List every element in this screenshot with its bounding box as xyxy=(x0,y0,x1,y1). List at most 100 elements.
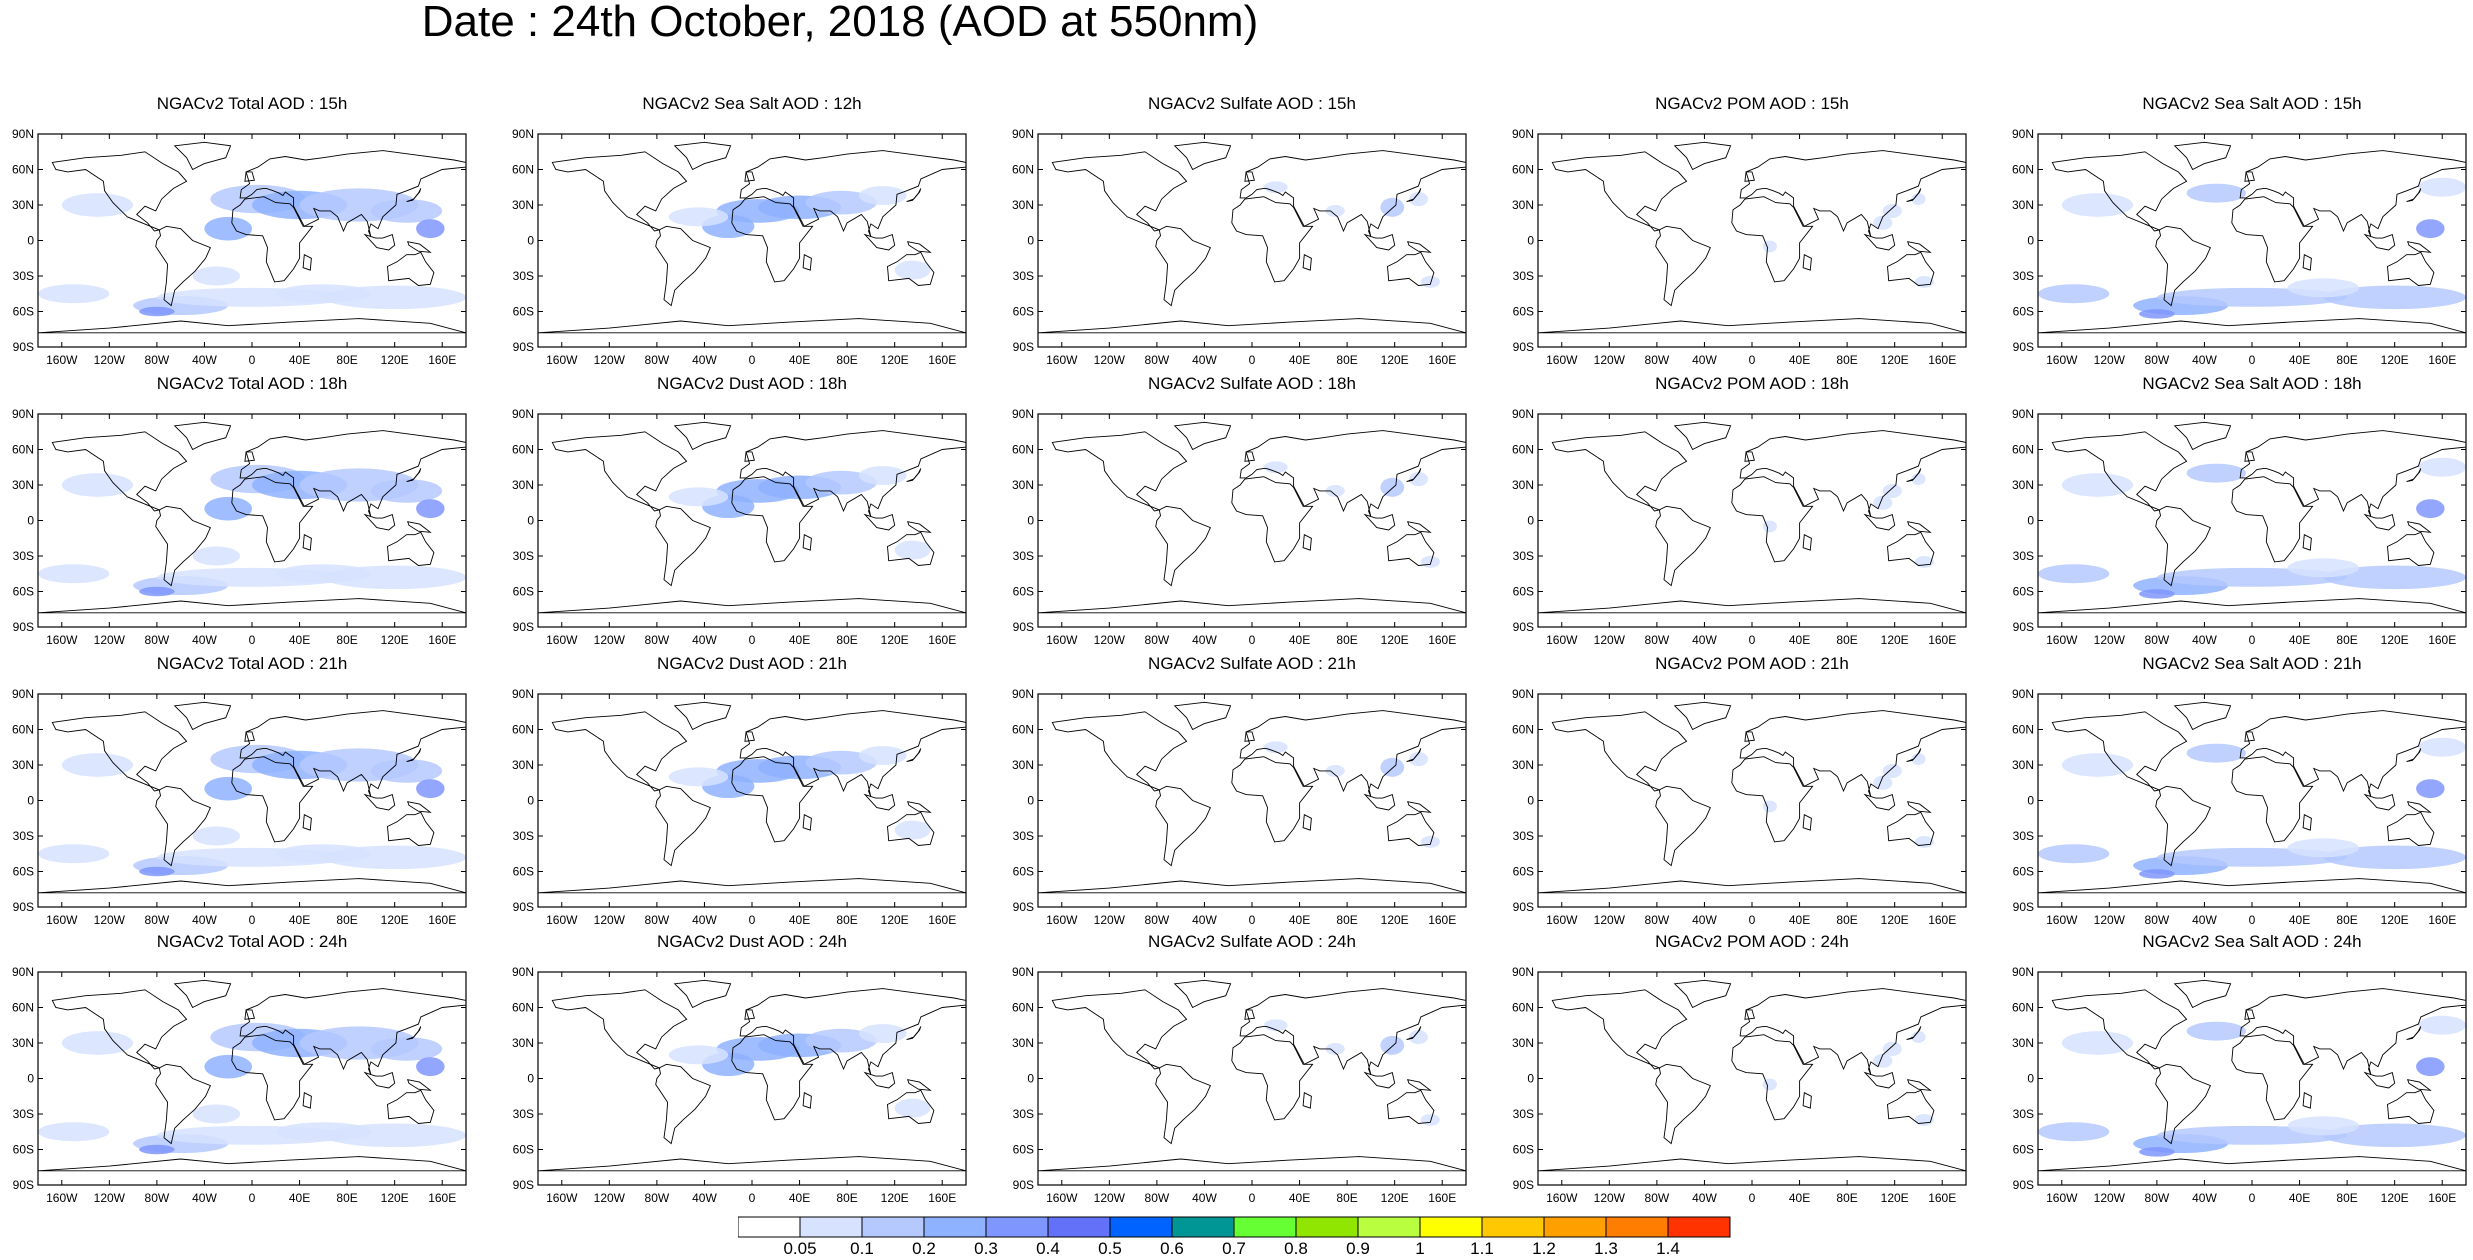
lat-tick-label: 0 xyxy=(1527,514,1534,528)
world-map: 90N 60N 30N 0 30S 60S 90S 160W 120W 80W 40W 0 40E 80E… xyxy=(1512,687,1967,927)
lat-tick-label: 30N xyxy=(1012,198,1034,212)
lon-tick-label: 0 xyxy=(2249,1191,2256,1205)
coastline xyxy=(1173,979,1232,1009)
lon-tick-label: 120E xyxy=(881,913,909,927)
coastline xyxy=(387,811,435,846)
coastline xyxy=(1551,711,1688,792)
aod-plume xyxy=(1873,215,1893,230)
lat-tick-label: 30N xyxy=(12,1036,34,1050)
coastline xyxy=(731,196,814,283)
panel-title: NGACv2 Total AOD : 18h xyxy=(156,374,348,393)
lat-tick-label: 90N xyxy=(1012,687,1034,701)
lon-tick-label: 160W xyxy=(2046,633,2078,647)
map-panel: NGACv2 Dust AOD : 18h 90N 60N 30N 0 30S 60S 90S… xyxy=(500,372,1000,647)
lat-tick-label: 0 xyxy=(527,794,534,808)
lat-tick-label: 90S xyxy=(13,900,34,914)
lon-tick-label: 40E xyxy=(789,353,810,367)
coastline xyxy=(906,748,922,762)
lat-tick-label: 60S xyxy=(1013,305,1034,319)
map-panel: NGACv2 Sea Salt AOD : 15h 90N 60N 30N 0 30S 60… xyxy=(2000,92,2473,367)
lat-tick-label: 90S xyxy=(13,340,34,354)
lon-tick-label: 0 xyxy=(249,913,256,927)
coastline xyxy=(1744,451,1755,462)
coastline xyxy=(1155,1063,1212,1145)
coastline xyxy=(907,1079,932,1091)
lat-tick-label: 0 xyxy=(2027,234,2034,248)
lon-tick-label: 160E xyxy=(2428,913,2456,927)
lat-tick-label: 60S xyxy=(2013,1143,2034,1157)
lon-tick-label: 120E xyxy=(1881,353,1909,367)
lon-tick-label: 0 xyxy=(249,353,256,367)
lat-tick-label: 60N xyxy=(1512,723,1534,737)
lon-tick-label: 80E xyxy=(2336,353,2357,367)
lat-tick-label: 60S xyxy=(13,1143,34,1157)
lat-tick-label: 30S xyxy=(513,1107,534,1121)
aod-plume xyxy=(1882,203,1902,219)
lon-tick-label: 0 xyxy=(2249,633,2256,647)
coastline xyxy=(1744,171,1755,182)
coastline xyxy=(1155,505,1212,587)
lon-tick-label: 0 xyxy=(1749,353,1756,367)
coastline xyxy=(863,233,896,251)
map-panel: NGACv2 Sulfate AOD : 21h 90N 60N 30N 0 30S 60S… xyxy=(1000,652,1500,927)
lat-tick-label: 90N xyxy=(512,127,534,141)
lat-tick-label: 60S xyxy=(513,865,534,879)
lat-tick-label: 30S xyxy=(1013,269,1034,283)
aod-plume xyxy=(2139,309,2175,319)
coastline xyxy=(1906,1026,1922,1040)
aod-plume xyxy=(1263,181,1288,194)
lon-tick-label: 160E xyxy=(1428,353,1456,367)
panel-title: NGACv2 POM AOD : 21h xyxy=(1655,654,1849,673)
coastline xyxy=(2387,811,2435,846)
lat-tick-label: 0 xyxy=(27,1072,34,1086)
lon-tick-label: 40W xyxy=(192,633,217,647)
lon-tick-label: 0 xyxy=(1249,633,1256,647)
map-panel: NGACv2 Total AOD : 15h 90N 60N 30N 0 30S 60S 90… xyxy=(0,92,500,367)
lon-tick-label: 0 xyxy=(1249,1191,1256,1205)
coastline xyxy=(1906,748,1922,762)
colorbar-label: 1 xyxy=(1415,1239,1424,1256)
lon-tick-label: 120W xyxy=(1594,913,1626,927)
coastline xyxy=(538,598,966,614)
coastline xyxy=(1731,196,1814,283)
lon-tick-label: 120W xyxy=(594,913,626,927)
coastline xyxy=(1739,150,1966,238)
coastline xyxy=(231,476,314,563)
coastline xyxy=(1538,318,1966,334)
panel-title: NGACv2 Sea Salt AOD : 18h xyxy=(2142,374,2362,393)
aod-plume xyxy=(1263,741,1288,754)
lat-tick-label: 0 xyxy=(2027,514,2034,528)
lon-tick-label: 160E xyxy=(2428,353,2456,367)
coastline xyxy=(2244,1009,2255,1020)
lon-tick-label: 40W xyxy=(692,353,717,367)
lon-tick-label: 40E xyxy=(1789,1191,1810,1205)
lat-tick-label: 90S xyxy=(2013,1178,2034,1192)
coastline xyxy=(2387,1089,2435,1124)
coastline xyxy=(655,785,712,867)
coastline xyxy=(1673,141,1732,171)
lon-tick-label: 0 xyxy=(2249,353,2256,367)
lat-tick-label: 30S xyxy=(13,269,34,283)
lon-tick-label: 40E xyxy=(789,633,810,647)
aod-plume xyxy=(668,1045,729,1065)
coastline xyxy=(2407,801,2432,813)
coastline xyxy=(387,531,435,566)
coastline xyxy=(1231,756,1314,843)
coastline xyxy=(2155,785,2212,867)
lon-tick-label: 160W xyxy=(1046,1191,1078,1205)
aod-plume xyxy=(1325,485,1345,497)
aod-plume xyxy=(668,207,729,227)
coastline xyxy=(1363,1071,1396,1089)
lat-tick-label: 90N xyxy=(1012,127,1034,141)
lon-tick-label: 40W xyxy=(1692,353,1717,367)
panel-title: NGACv2 Total AOD : 24h xyxy=(156,932,348,951)
coastline xyxy=(906,468,922,482)
lon-tick-label: 80W xyxy=(1645,1191,1670,1205)
world-map: 90N 60N 30N 0 30S 60S 90S 160W 120W 80W 40W 0 40E 80E… xyxy=(1512,127,1967,367)
coastline xyxy=(1802,533,1812,551)
coastline xyxy=(2387,251,2435,286)
world-map: 90N 60N 30N 0 30S 60S 90S 160W 120W 80W 40W 0 40E 80E… xyxy=(2012,407,2467,647)
lon-tick-label: 80W xyxy=(145,1191,170,1205)
aod-plume xyxy=(668,767,729,787)
coastline xyxy=(1655,505,1712,587)
